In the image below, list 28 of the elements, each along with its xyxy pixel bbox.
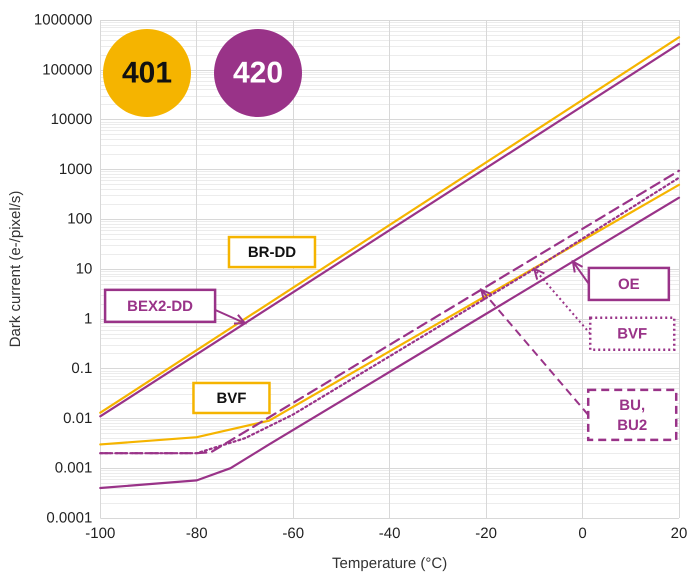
x-tick-label: 0 [578,525,587,542]
y-tick-label: 0.1 [71,360,92,378]
x-tick-label: -20 [475,525,497,542]
y-tick-label: 100 [67,210,92,228]
x-tick-label: -60 [282,525,304,542]
y-tick-label: 1000000 [34,12,92,28]
text: BU, BU2 [617,396,648,434]
y-tick-label: 0.01 [63,410,92,427]
y-tick-label: 0.001 [54,460,92,477]
y-tick-label: 0.0001 [46,510,92,526]
annotation: 420 [232,56,284,90]
series-label: BR-DD [248,244,296,261]
text: BVF [617,325,648,342]
x-tick-label: 20 [670,525,688,542]
y-tick-label: 1000 [58,160,92,178]
y-tick-label: 1 [84,310,92,328]
x-tick-label: -80 [186,525,208,542]
y-tick-label: 10000 [50,111,92,128]
y-tick-label: 10 [76,260,92,278]
text: OE [618,275,640,292]
y-tick-label: 100000 [42,61,92,78]
x-tick-label: -100 [85,525,116,542]
x-tick-label: -40 [378,525,400,542]
text: BEX2-DD [127,297,194,314]
y-axis-title: Dark current (e-/pixel/s) [7,190,24,348]
x-axis-title: Temperature (°C) [332,555,448,572]
series-label: BVF [216,389,246,406]
annotation: 401 [122,56,172,90]
